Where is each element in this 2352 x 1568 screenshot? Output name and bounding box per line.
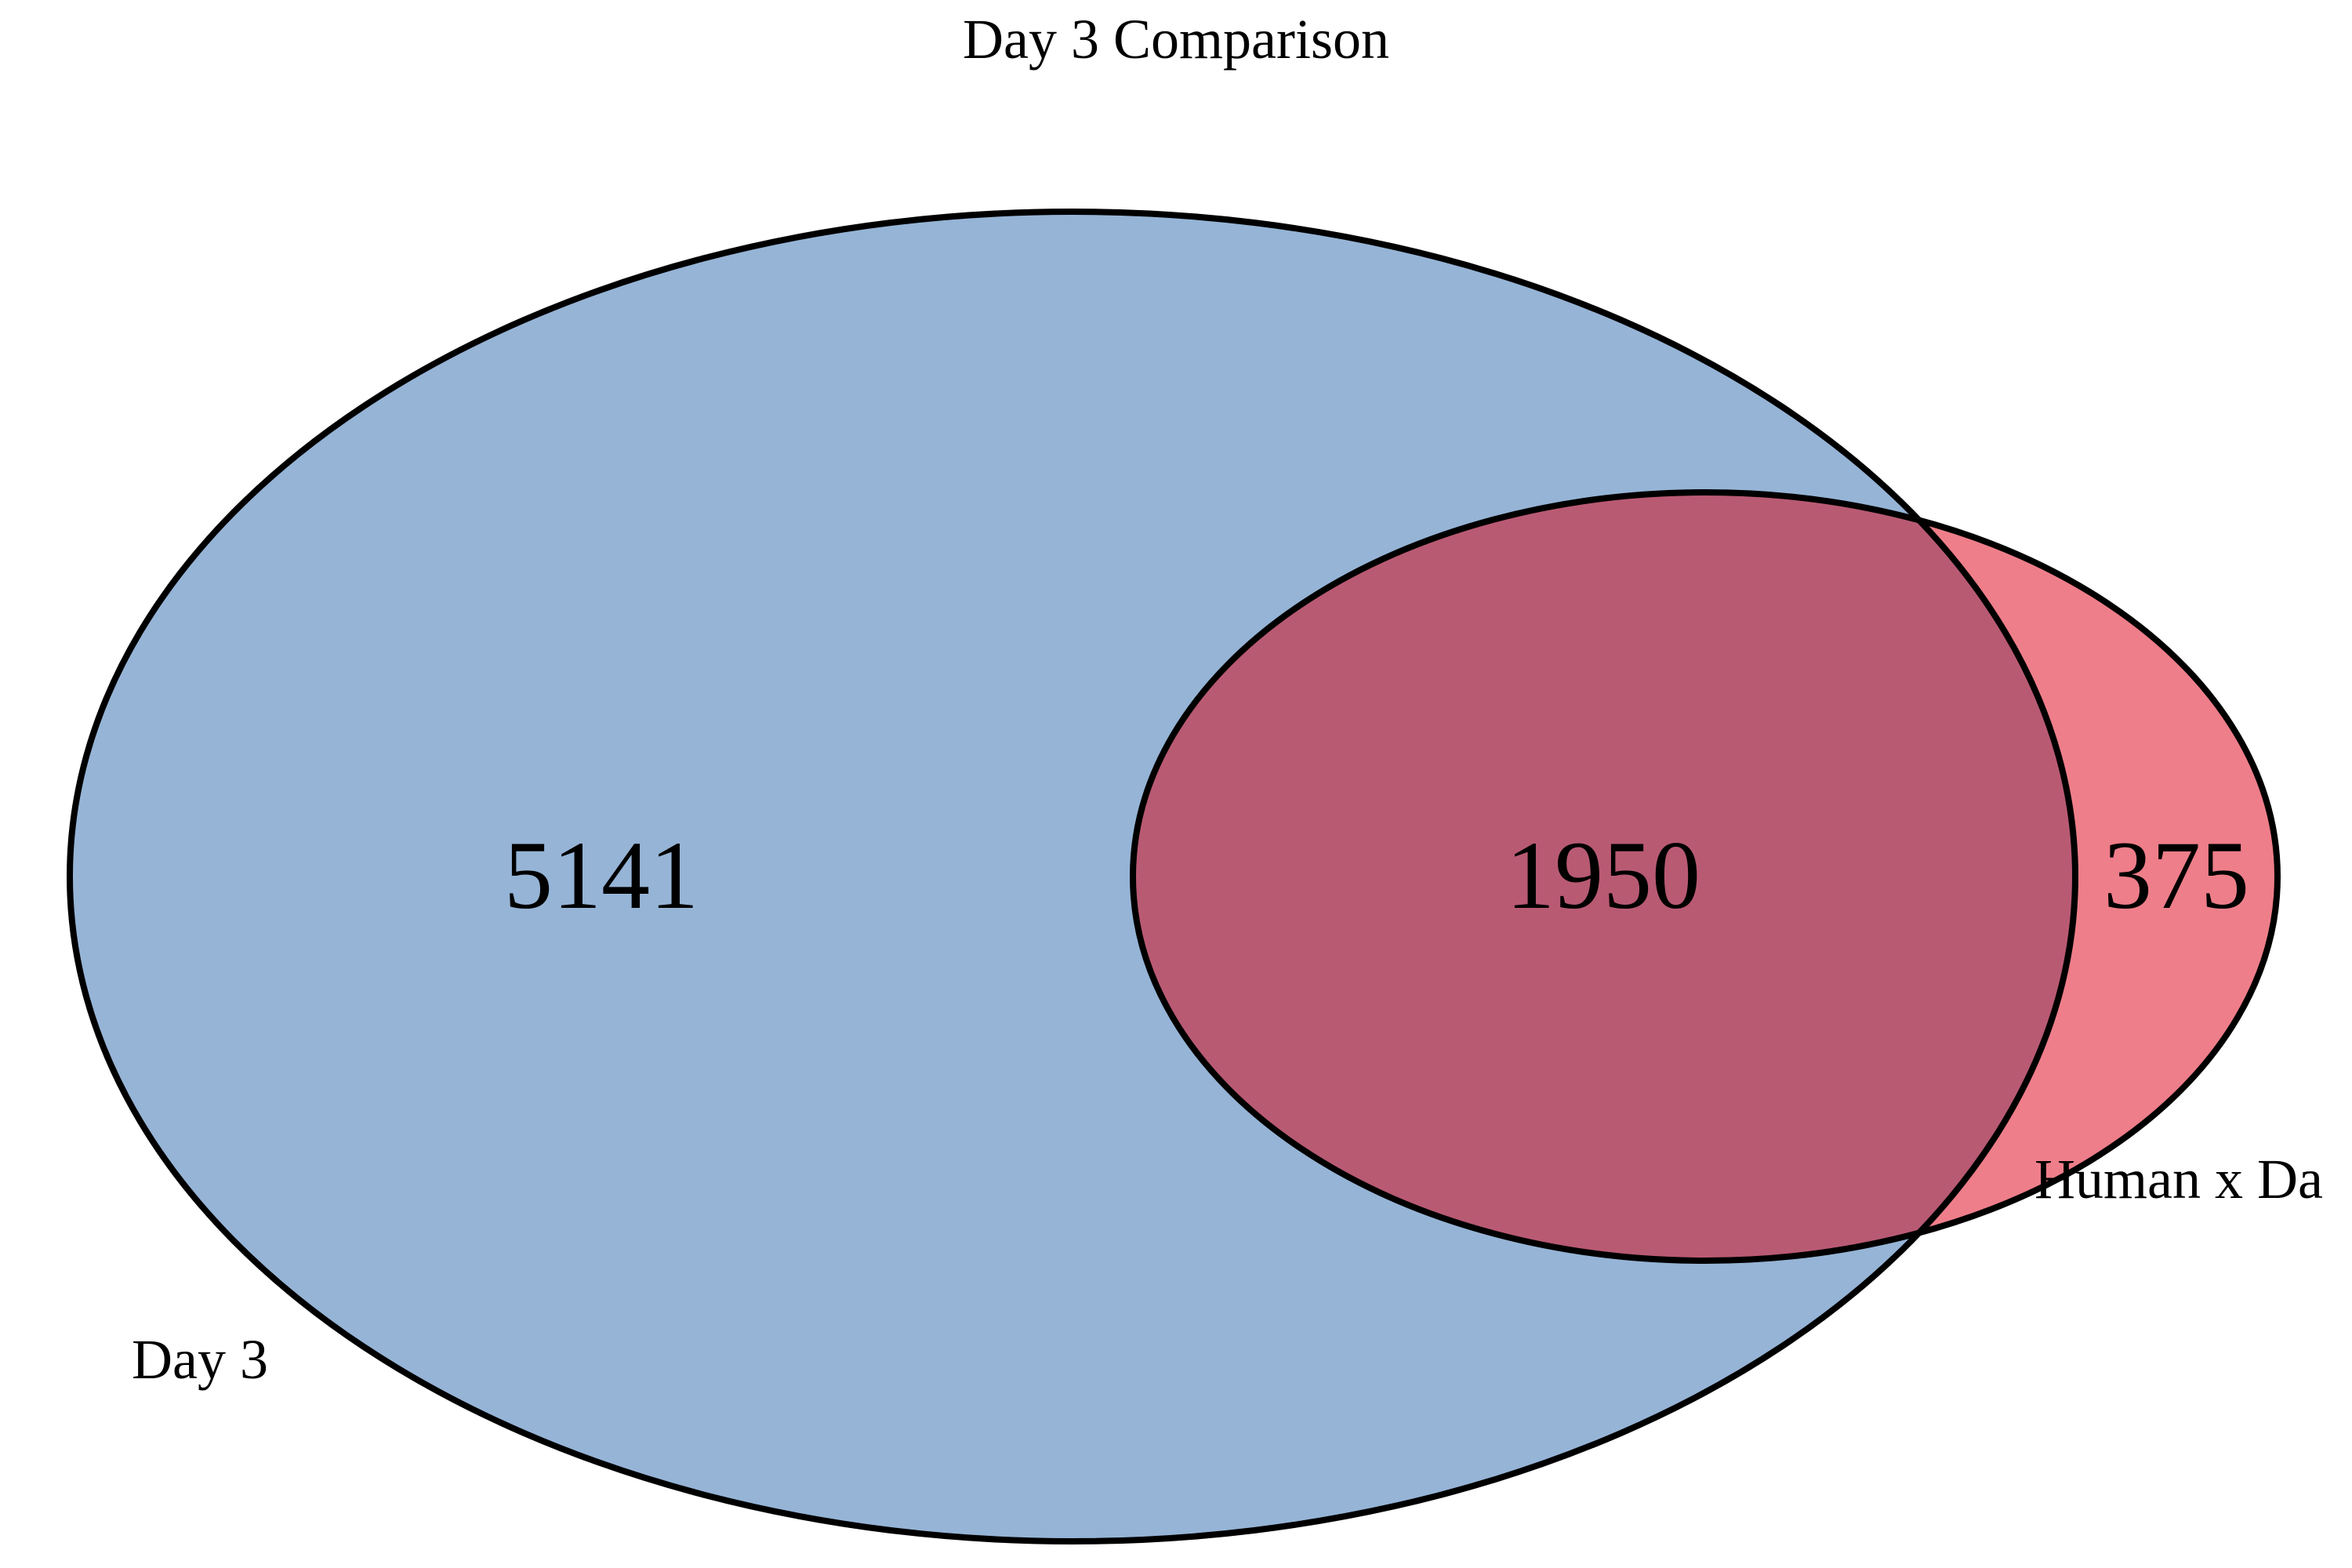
day3-set-label: Day 3 xyxy=(132,1328,268,1391)
overlap-count: 1950 xyxy=(1506,822,1700,929)
day3-only-count: 5141 xyxy=(504,822,699,929)
day3-set-outline xyxy=(67,209,2078,1544)
human-only-count: 375 xyxy=(2103,822,2249,929)
diagram-title: Day 3 Comparison xyxy=(963,8,1389,71)
overlap-region xyxy=(1133,492,2075,1261)
human-set-label: Human x Da xyxy=(2034,1148,2323,1210)
human-set-outline xyxy=(1130,489,2281,1264)
